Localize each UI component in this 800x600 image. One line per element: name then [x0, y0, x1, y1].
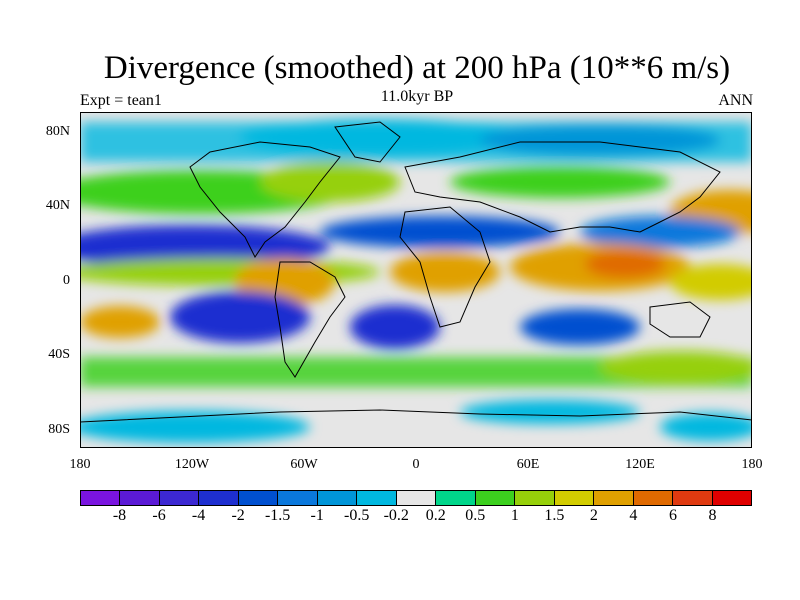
coastline-eurasia	[404, 141, 721, 233]
x-tick-label: 120E	[625, 457, 655, 472]
field-blob	[80, 225, 330, 269]
colorbar-swatch	[317, 491, 358, 505]
field-blob	[670, 264, 752, 300]
colorbar-label: -2	[231, 507, 245, 524]
colorbar-swatch	[712, 491, 751, 505]
colorbar-label: 0.2	[425, 507, 446, 524]
colorbar-swatch	[159, 491, 200, 505]
colorbar-swatch	[199, 491, 239, 505]
field-blob	[260, 162, 400, 202]
field-blob	[585, 250, 665, 278]
map-canvas	[80, 119, 752, 443]
colorbar-swatch	[594, 491, 634, 505]
experiment-label: Expt = tean1	[80, 92, 162, 109]
coastline-africa	[399, 206, 491, 328]
colorbar-label: -1	[310, 507, 324, 524]
x-tick-label: 60W	[290, 457, 318, 472]
field-blob	[170, 291, 310, 343]
colorbar-swatch	[475, 491, 516, 505]
coastline-antarctica	[80, 409, 752, 423]
colorbar-label: -0.5	[344, 507, 370, 524]
y-tick-label: 40N	[45, 198, 70, 213]
colorbar-swatch	[81, 491, 121, 505]
coastlines	[80, 121, 752, 423]
field-blob	[350, 305, 440, 349]
x-tick-label: 120W	[174, 457, 210, 472]
colorbar-label: 6	[668, 507, 677, 524]
colorbar-label: -0.2	[383, 507, 409, 524]
colorbar-swatch	[554, 491, 595, 505]
divergence-map	[80, 112, 752, 448]
coastline-north-america	[189, 141, 341, 258]
x-tick-label: 180	[741, 457, 763, 472]
plot-title: Divergence (smoothed) at 200 hPa (10**6 …	[103, 50, 731, 86]
field-blob	[460, 400, 640, 424]
y-tick-label: 0	[63, 273, 70, 288]
field-blob	[450, 166, 670, 198]
colorbar-label: 1.5	[544, 507, 565, 524]
colorbar-swatch	[673, 491, 713, 505]
colorbar-label: 4	[629, 507, 638, 524]
field-blob	[80, 306, 160, 338]
colorbar-swatch	[396, 491, 437, 505]
divergence-field	[80, 119, 752, 443]
field-blob	[320, 216, 560, 248]
coastline-greenland	[334, 121, 401, 163]
x-tick-label: 180	[69, 457, 91, 472]
field-blob	[240, 119, 520, 155]
colorbar-label: -6	[152, 507, 166, 524]
field-blob	[580, 216, 740, 248]
colorbar-swatch	[515, 491, 555, 505]
colorbar-label: -8	[112, 507, 127, 524]
coastline-south-america	[274, 261, 346, 378]
season-label: ANN	[718, 92, 753, 109]
colorbar-swatch	[238, 491, 279, 505]
field-blob	[660, 413, 752, 441]
field-blob	[480, 124, 720, 156]
colorbar	[80, 490, 752, 506]
colorbar-swatch	[357, 491, 397, 505]
plot-subtitle: 11.0kyr BP	[380, 88, 454, 105]
colorbar-label: 1	[510, 507, 519, 524]
colorbar-swatch	[436, 491, 476, 505]
coastline-australia	[649, 301, 711, 338]
colorbar-label: -4	[191, 507, 206, 524]
field-blob	[600, 351, 752, 383]
colorbar-label: 2	[589, 507, 598, 524]
y-tick-label: 80S	[48, 422, 70, 437]
x-tick-label: 0	[412, 457, 420, 472]
colorbar-label: 8	[708, 507, 717, 524]
x-tick-label: 60E	[516, 457, 540, 472]
colorbar-label: -1.5	[264, 507, 291, 524]
field-blob	[520, 309, 640, 345]
colorbar-label: 0.5	[465, 507, 486, 524]
y-tick-label: 80N	[45, 124, 70, 139]
field-blob	[390, 252, 500, 292]
colorbar-swatch	[633, 491, 674, 505]
colorbar-swatch	[120, 491, 160, 505]
colorbar-swatch	[278, 491, 318, 505]
y-tick-label: 40S	[48, 347, 70, 362]
map-frame	[80, 112, 752, 448]
